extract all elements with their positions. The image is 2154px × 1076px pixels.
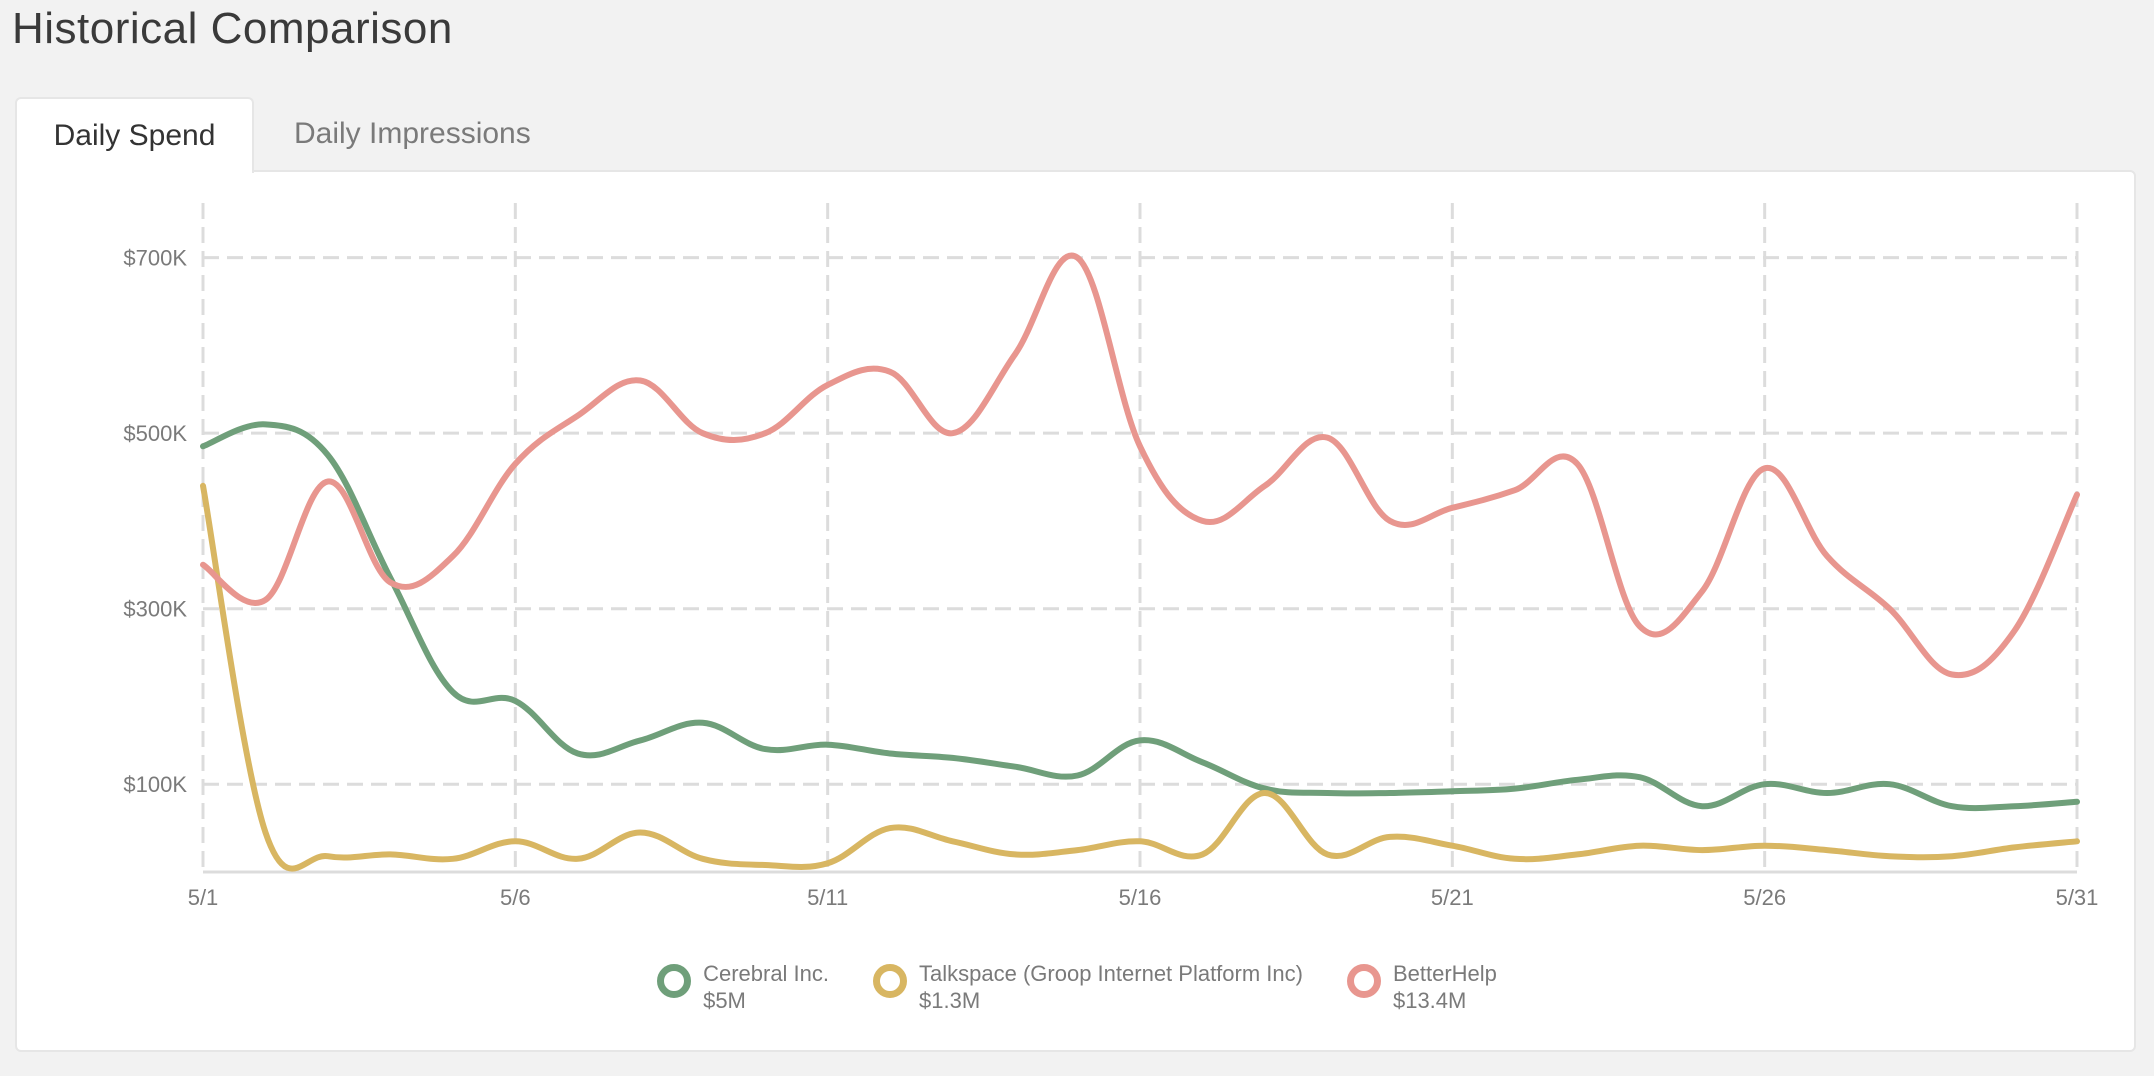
legend-marker-icon	[657, 964, 692, 998]
series-line-betterhelp	[200, 252, 2080, 679]
chart-series	[200, 252, 2080, 872]
y-tick-label: $500K	[123, 421, 187, 446]
legend-item-cerebral[interactable]: Cerebral Inc. $5M	[657, 960, 829, 1014]
legend-series-name: Cerebral Inc.	[703, 961, 830, 986]
y-tick-label: $300K	[123, 597, 187, 622]
chart-legend: Cerebral Inc. $5M Talkspace (Groop Inter…	[0, 960, 2154, 1014]
tab-daily-spend[interactable]: Daily Spend	[15, 97, 254, 173]
chart-tick-labels: $100K $300K $500K $700K 5/1 5/6 5/11 5/16 5/21 5/…	[123, 246, 2098, 910]
x-tick-label: 5/31	[2056, 885, 2099, 910]
legend-series-total: $13.4M	[1392, 988, 1467, 1013]
legend-item-betterhelp[interactable]: BetterHelp $13.4M	[1346, 960, 1497, 1014]
legend-item-talkspace[interactable]: Talkspace (Groop Internet Platform Inc) …	[873, 960, 1303, 1014]
chart-grid	[201, 203, 2079, 874]
series-line-talkspace-groop-internet-platform-inc	[200, 482, 2080, 872]
y-tick-label: $700K	[123, 246, 187, 271]
y-tick-label: $100K	[123, 772, 187, 797]
legend-series-name: BetterHelp	[1392, 961, 1497, 986]
series-line-cerebral-inc	[200, 421, 2080, 812]
legend-series-total: $1.3M	[919, 988, 981, 1013]
x-tick-label: 5/11	[807, 885, 848, 910]
legend-series-name: Talkspace (Groop Internet Platform Inc)	[919, 961, 1303, 986]
x-tick-label: 5/26	[1743, 885, 1786, 910]
page-title: Historical Comparison	[12, 4, 453, 53]
chart-panel	[15, 170, 2136, 1052]
legend-marker-icon	[1346, 964, 1381, 998]
x-tick-label: 5/1	[188, 885, 219, 910]
x-tick-label: 5/16	[1119, 885, 1162, 910]
x-tick-label: 5/6	[500, 885, 531, 910]
x-tick-label: 5/21	[1431, 885, 1474, 910]
tab-daily-impressions[interactable]: Daily Impressions	[294, 117, 531, 150]
legend-series-total: $5M	[703, 988, 746, 1013]
legend-marker-icon	[873, 964, 908, 998]
